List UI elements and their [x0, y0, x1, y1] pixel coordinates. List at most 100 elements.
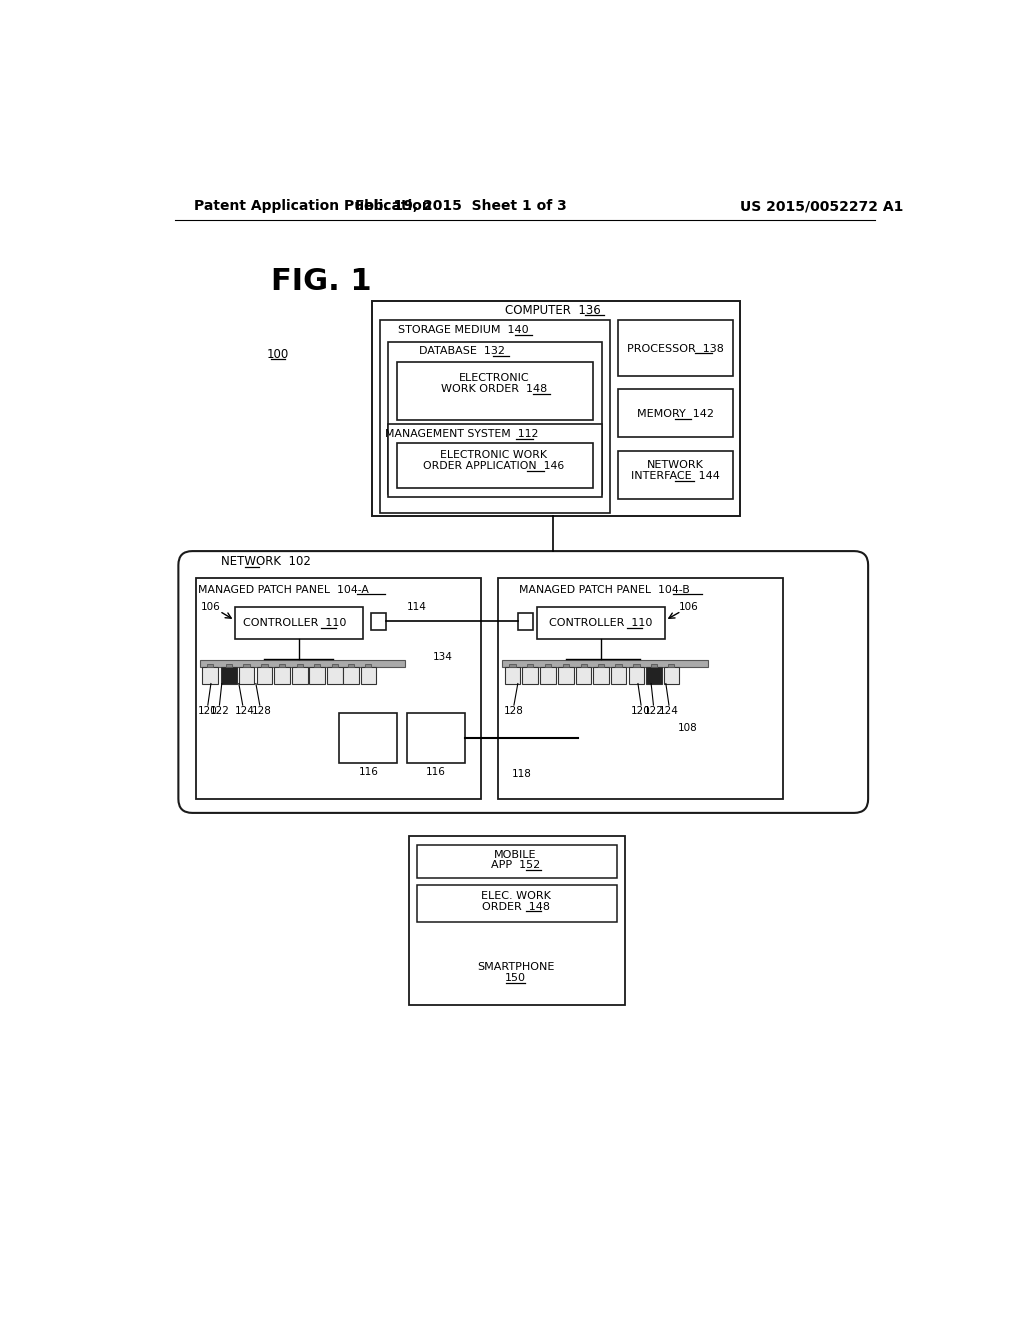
Bar — [328, 667, 343, 684]
Text: 134: 134 — [433, 652, 453, 663]
Bar — [503, 660, 708, 667]
Bar — [197, 578, 480, 799]
Text: Feb. 19, 2015  Sheet 1 of 3: Feb. 19, 2015 Sheet 1 of 3 — [355, 199, 567, 213]
Text: CONTROLLER  110: CONTROLLER 110 — [243, 619, 346, 628]
Text: 116: 116 — [426, 767, 445, 777]
Text: 120: 120 — [198, 706, 218, 717]
Text: SMARTPHONE: SMARTPHONE — [477, 962, 554, 972]
Bar — [563, 664, 569, 668]
Text: PROCESSOR  138: PROCESSOR 138 — [627, 343, 724, 354]
Bar — [380, 321, 610, 512]
Bar — [617, 321, 732, 376]
Text: 106: 106 — [201, 602, 221, 611]
Bar — [207, 664, 213, 668]
Bar — [633, 664, 640, 668]
Text: 120: 120 — [631, 706, 651, 717]
Bar — [575, 667, 592, 684]
Bar — [332, 664, 338, 668]
Bar — [274, 667, 290, 684]
Bar — [410, 836, 625, 1006]
Text: 118: 118 — [512, 770, 531, 779]
Text: COMPUTER  136: COMPUTER 136 — [505, 305, 600, 317]
Text: NETWORK: NETWORK — [647, 459, 703, 470]
Text: Patent Application Publication: Patent Application Publication — [194, 199, 432, 213]
Bar — [651, 664, 657, 668]
Bar — [309, 667, 325, 684]
Bar — [225, 664, 231, 668]
Text: WORK ORDER  148: WORK ORDER 148 — [440, 384, 547, 395]
Bar — [664, 667, 679, 684]
Text: 106: 106 — [679, 602, 699, 611]
Text: ELECTRONIC: ELECTRONIC — [459, 372, 529, 383]
Bar — [388, 424, 602, 498]
Bar — [388, 342, 602, 494]
Bar — [558, 667, 573, 684]
Text: US 2015/0052272 A1: US 2015/0052272 A1 — [740, 199, 903, 213]
Text: CONTROLLER  110: CONTROLLER 110 — [549, 619, 652, 628]
Bar — [339, 713, 397, 763]
Bar — [397, 363, 593, 420]
Text: MOBILE: MOBILE — [495, 850, 537, 861]
Bar — [417, 845, 617, 878]
Text: ORDER  148: ORDER 148 — [481, 902, 550, 912]
Bar — [598, 664, 604, 668]
Bar — [372, 301, 740, 516]
Bar — [297, 664, 303, 668]
Bar — [239, 667, 254, 684]
Bar — [538, 607, 665, 639]
Text: INTERFACE  144: INTERFACE 144 — [631, 471, 720, 482]
Text: 150: 150 — [505, 973, 526, 983]
Text: DATABASE  132: DATABASE 132 — [419, 346, 505, 356]
Bar — [617, 389, 732, 437]
Text: 108: 108 — [678, 723, 697, 733]
Bar — [581, 664, 587, 668]
Text: APP  152: APP 152 — [490, 861, 540, 870]
Bar — [611, 667, 627, 684]
Bar — [545, 664, 551, 668]
Bar — [203, 667, 218, 684]
Text: 124: 124 — [234, 706, 254, 717]
Bar — [646, 667, 662, 684]
Text: ELEC. WORK: ELEC. WORK — [480, 891, 551, 902]
Bar — [505, 667, 520, 684]
Bar — [371, 612, 386, 630]
Text: 100: 100 — [266, 348, 289, 362]
Bar — [527, 664, 534, 668]
Bar — [518, 612, 534, 630]
Text: 128: 128 — [252, 706, 272, 717]
Bar — [360, 667, 376, 684]
Bar — [397, 444, 593, 488]
Bar — [244, 664, 250, 668]
Bar — [314, 664, 321, 668]
Text: 128: 128 — [504, 706, 524, 717]
Bar — [280, 664, 286, 668]
Bar — [541, 667, 556, 684]
Text: ELECTRONIC WORK: ELECTRONIC WORK — [440, 450, 547, 459]
Text: FIG. 1: FIG. 1 — [271, 267, 372, 296]
Bar — [348, 664, 354, 668]
Bar — [615, 664, 622, 668]
Text: ORDER APPLICATION  146: ORDER APPLICATION 146 — [423, 462, 564, 471]
Text: STORAGE MEDIUM  140: STORAGE MEDIUM 140 — [398, 325, 528, 335]
FancyBboxPatch shape — [178, 552, 868, 813]
Bar — [499, 578, 783, 799]
Bar — [257, 667, 272, 684]
Text: 122: 122 — [643, 706, 664, 717]
Bar — [366, 664, 372, 668]
Text: 122: 122 — [210, 706, 229, 717]
Text: MANAGED PATCH PANEL  104-B: MANAGED PATCH PANEL 104-B — [519, 585, 690, 594]
Bar — [221, 667, 237, 684]
Bar — [617, 451, 732, 499]
Text: 124: 124 — [659, 706, 679, 717]
Bar — [669, 664, 675, 668]
Bar — [234, 607, 362, 639]
Bar — [292, 667, 308, 684]
Bar — [629, 667, 644, 684]
Bar — [343, 667, 359, 684]
Bar — [417, 886, 617, 923]
Bar — [407, 713, 465, 763]
Bar — [522, 667, 538, 684]
Bar — [261, 664, 267, 668]
Text: MANAGED PATCH PANEL  104-A: MANAGED PATCH PANEL 104-A — [198, 585, 369, 594]
Text: 114: 114 — [408, 602, 427, 611]
